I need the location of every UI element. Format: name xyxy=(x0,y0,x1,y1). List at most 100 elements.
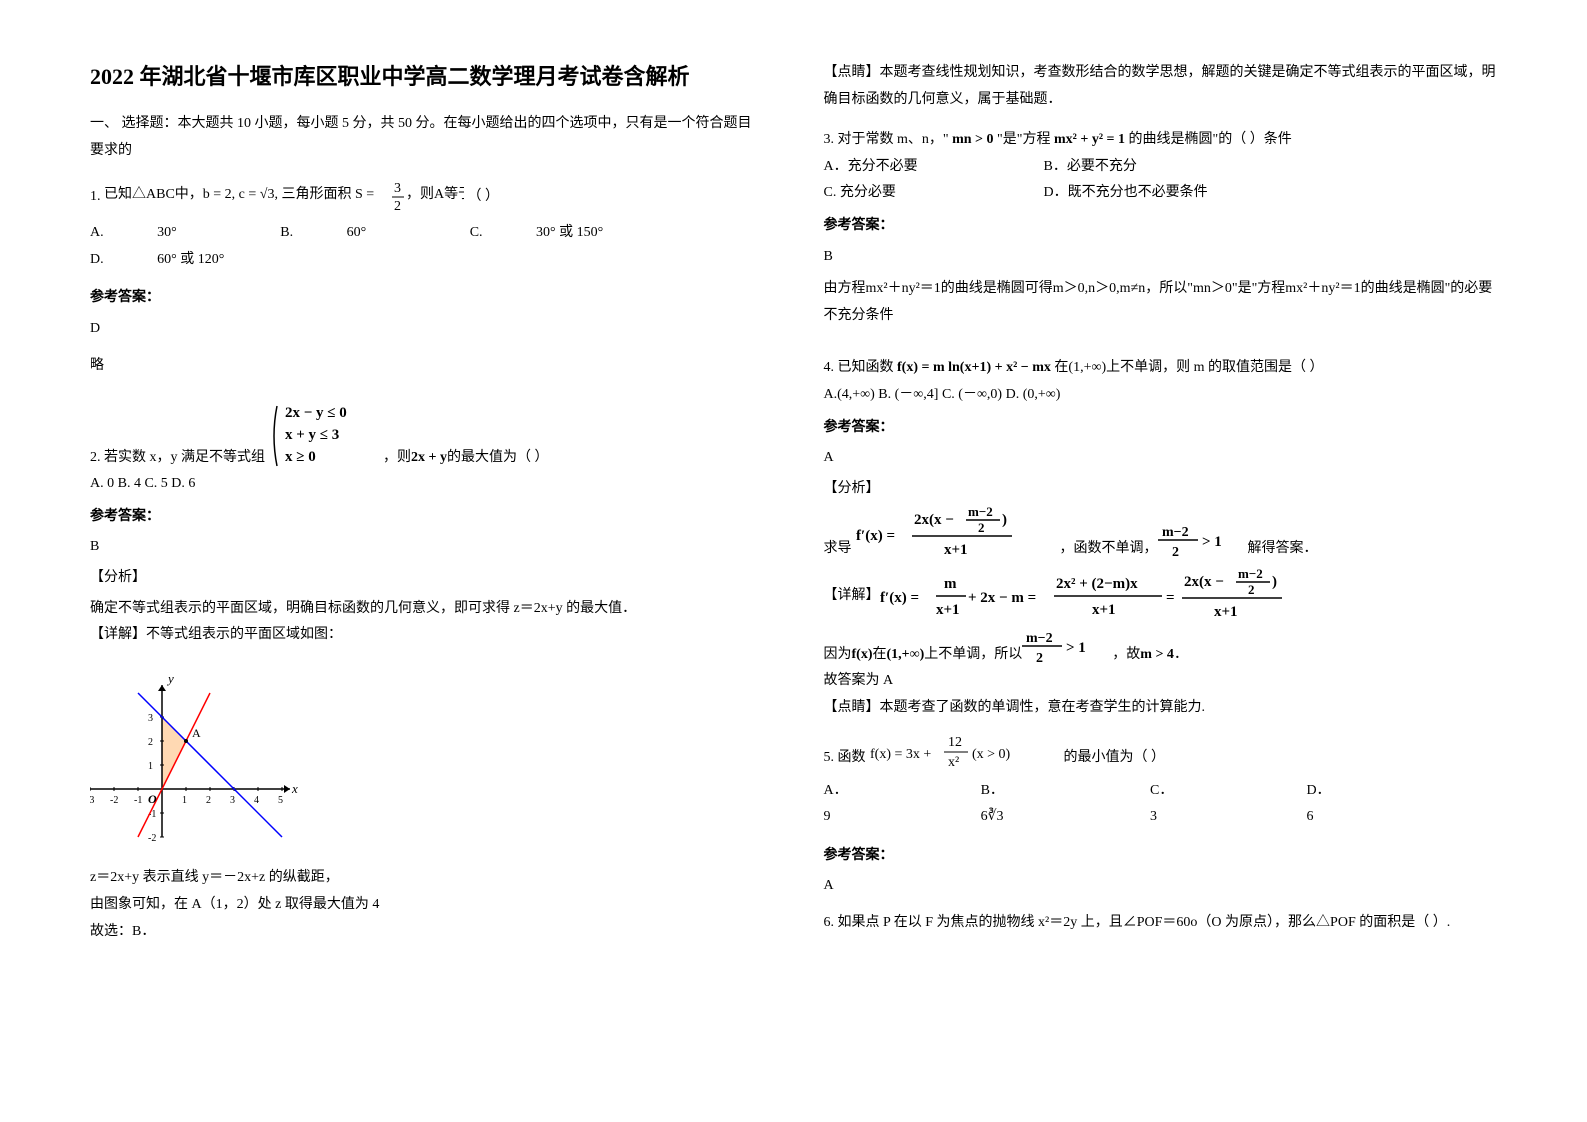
q4-ans-label: 参考答案： xyxy=(824,415,1498,442)
q2-line4: 由图象可知，在 A（1，2）处 z 取得最大值为 4 xyxy=(90,892,764,919)
q5-optA: 9 xyxy=(824,804,831,831)
q4-concl: 故答案为 A xyxy=(824,668,1498,695)
svg-text:(x > 0): (x > 0) xyxy=(972,747,1011,762)
q3-stem-c: 的曲线是椭圆"的（ ）条件 xyxy=(1129,132,1292,147)
q4-line-e: ． xyxy=(1174,642,1188,669)
q4-fx2: f(x) xyxy=(852,642,873,669)
q5-optC: 3 xyxy=(1150,804,1157,831)
svg-text:2x(x −: 2x(x − xyxy=(1184,574,1224,590)
svg-text:2: 2 xyxy=(978,520,985,535)
q4-ans: A xyxy=(824,445,1498,472)
svg-text:m−2: m−2 xyxy=(1162,525,1189,540)
svg-text:x: x xyxy=(291,781,298,796)
q5-fx: f(x) = 3x + 12 x² (x > 0) xyxy=(870,732,1060,772)
svg-text:+ 2x − m =: + 2x − m = xyxy=(968,590,1036,606)
svg-text:m: m xyxy=(944,576,957,592)
q1-extra: 略 xyxy=(90,353,764,380)
q2-system: 2x − y ≤ 0 x + y ≤ 3 x ≥ 0 xyxy=(269,401,379,471)
q1-optD-label: D. xyxy=(90,247,104,274)
svg-text:-1: -1 xyxy=(134,795,142,806)
q5-stem-a: 5. 函数 xyxy=(824,745,866,772)
q4-tag2: 【详解】 xyxy=(824,583,880,610)
q4-opts: A.(4,+∞) B. (－∞,4] C. (－∞,0) D. (0,+∞) xyxy=(824,382,1498,409)
svg-text:2: 2 xyxy=(1248,582,1255,597)
svg-text:-2: -2 xyxy=(110,795,118,806)
svg-text:5: 5 xyxy=(278,795,283,806)
q2-stem-a: 2. 若实数 x，y 满足不等式组 xyxy=(90,445,265,472)
svg-text:m−2: m−2 xyxy=(1026,631,1053,646)
q2-stem-c: 的最大值为（ ） xyxy=(447,445,549,472)
left-column: 2022 年湖北省十堰市库区职业中学高二数学理月考试卷含解析 一、 选择题：本大… xyxy=(90,60,764,945)
q2-graph: -3-2-112345-2-1123AxyO xyxy=(90,657,764,858)
svg-text:m−2: m−2 xyxy=(1238,568,1263,581)
svg-text:3: 3 xyxy=(394,181,401,196)
q1-num: 1. xyxy=(90,189,101,204)
q1-optC-label: C. xyxy=(470,220,483,247)
svg-text:x+1: x+1 xyxy=(936,602,960,618)
q4-tag1: 【分析】 xyxy=(824,476,1498,503)
svg-text:，则A等于: ，则A等于 xyxy=(406,185,464,202)
q3-ans-label: 参考答案： xyxy=(824,213,1498,240)
svg-text:): ) xyxy=(1272,574,1277,590)
q2-line2: 【详解】不等式组表示的平面区域如图： xyxy=(90,622,764,649)
q3-optB: B．必要不充分 xyxy=(1044,154,1137,181)
q4-line-c: 上不单调，所以 xyxy=(924,642,1022,669)
q3-stem-b: "是"方程 xyxy=(997,132,1050,147)
svg-text:O: O xyxy=(148,792,157,806)
q3-optC: C. 充分必要 xyxy=(824,180,1044,207)
q2-tag1: 【分析】 xyxy=(90,565,764,592)
q5-optD-label: D． xyxy=(1306,778,1330,805)
q2-line3: z＝2x+y 表示直线 y＝－2x+z 的纵截距， xyxy=(90,865,764,892)
q1-optA-label: A. xyxy=(90,220,104,247)
q4-cond2: m−2 2 > 1 xyxy=(1022,628,1112,668)
svg-text:3: 3 xyxy=(148,713,153,724)
q4-deriv1: f′(x) = 2x(x − m−2 2 ) x+1 xyxy=(856,506,1056,562)
svg-text:x ≥ 0: x ≥ 0 xyxy=(285,449,316,465)
exam-title: 2022 年湖北省十堰市库区职业中学高二数学理月考试卷含解析 xyxy=(90,60,764,93)
q1-optA: 30° xyxy=(157,220,177,247)
q2-block: 2. 若实数 x，y 满足不等式组 2x − y ≤ 0 x + y ≤ 3 x… xyxy=(90,401,764,945)
q3-stem-a: 3. 对于常数 m、n，" xyxy=(824,132,949,147)
q1-ans: D xyxy=(90,316,764,343)
svg-text:x²: x² xyxy=(948,755,959,770)
q1-stem: 1. 已知△ABC中，b = 2, c = √3, 三角形面积 S = 3 2 … xyxy=(90,180,764,214)
svg-text:2: 2 xyxy=(148,737,153,748)
q4-line-a: 因为 xyxy=(824,642,852,669)
q1-optB: 60° xyxy=(347,220,367,247)
q4-d-prefix: 求导 xyxy=(824,536,852,563)
svg-text:2x² + (2−m)x: 2x² + (2−m)x xyxy=(1056,576,1138,592)
svg-text:-3: -3 xyxy=(90,795,94,806)
q3-expl: 由方程mx²＋ny²＝1的曲线是椭圆可得m＞0,n＞0,m≠n，所以"mn＞0"… xyxy=(824,276,1498,329)
q1-optB-label: B. xyxy=(280,220,293,247)
right-column: 【点睛】本题考查线性规划知识，考查数形结合的数学思想，解题的关键是确定不等式组表… xyxy=(824,60,1498,945)
q6-stem: 6. 如果点 P 在以 F 为焦点的抛物线 x²＝2y 上，且∠POF＝60o（… xyxy=(824,910,1498,937)
q1-formula: 已知△ABC中，b = 2, c = √3, 三角形面积 S = 3 2 ，则A… xyxy=(104,180,464,214)
svg-text:4: 4 xyxy=(254,795,259,806)
q5-optB: 6∛3 xyxy=(981,804,1004,831)
q4-d-mid: ，函数不单调， xyxy=(1060,536,1158,563)
q1-options: A. 30° B. 60° C. 30° 或 150° D. 60° 或 120… xyxy=(90,220,764,273)
svg-text:x + y ≤ 3: x + y ≤ 3 xyxy=(285,427,339,443)
q3-optA: A．充分不必要 xyxy=(824,154,1044,181)
q5-block: 5. 函数 f(x) = 3x + 12 x² (x > 0) 的最小值为（ ）… xyxy=(824,732,1498,900)
svg-text:f(x) = 3x +: f(x) = 3x + xyxy=(870,747,931,762)
svg-text:): ) xyxy=(1002,512,1007,528)
q4-block: 4. 已知函数 f(x) = m ln(x+1) + x² − mx 在(1,+… xyxy=(824,355,1498,721)
svg-text:2: 2 xyxy=(206,795,211,806)
q2-line5: 故选：B． xyxy=(90,919,764,946)
q3-eq: mx² + y² = 1 xyxy=(1054,132,1125,147)
svg-text:3: 3 xyxy=(230,795,235,806)
svg-text:-2: -2 xyxy=(148,833,156,844)
svg-text:x+1: x+1 xyxy=(1214,604,1238,620)
svg-text:y: y xyxy=(166,671,174,686)
q4-line-b: 在 xyxy=(873,642,887,669)
svg-text:x+1: x+1 xyxy=(1092,602,1116,618)
svg-text:1: 1 xyxy=(182,795,187,806)
q3-block: 3. 对于常数 m、n，" mn > 0 "是"方程 mx² + y² = 1 … xyxy=(824,127,1498,329)
svg-text:> 1: > 1 xyxy=(1202,534,1222,550)
q4-res: m > 4 xyxy=(1140,642,1174,669)
q4-line-d: ，故 xyxy=(1112,642,1140,669)
q5-ans-label: 参考答案： xyxy=(824,843,1498,870)
svg-text:2x(x −: 2x(x − xyxy=(914,512,954,528)
svg-text:m−2: m−2 xyxy=(968,506,993,519)
